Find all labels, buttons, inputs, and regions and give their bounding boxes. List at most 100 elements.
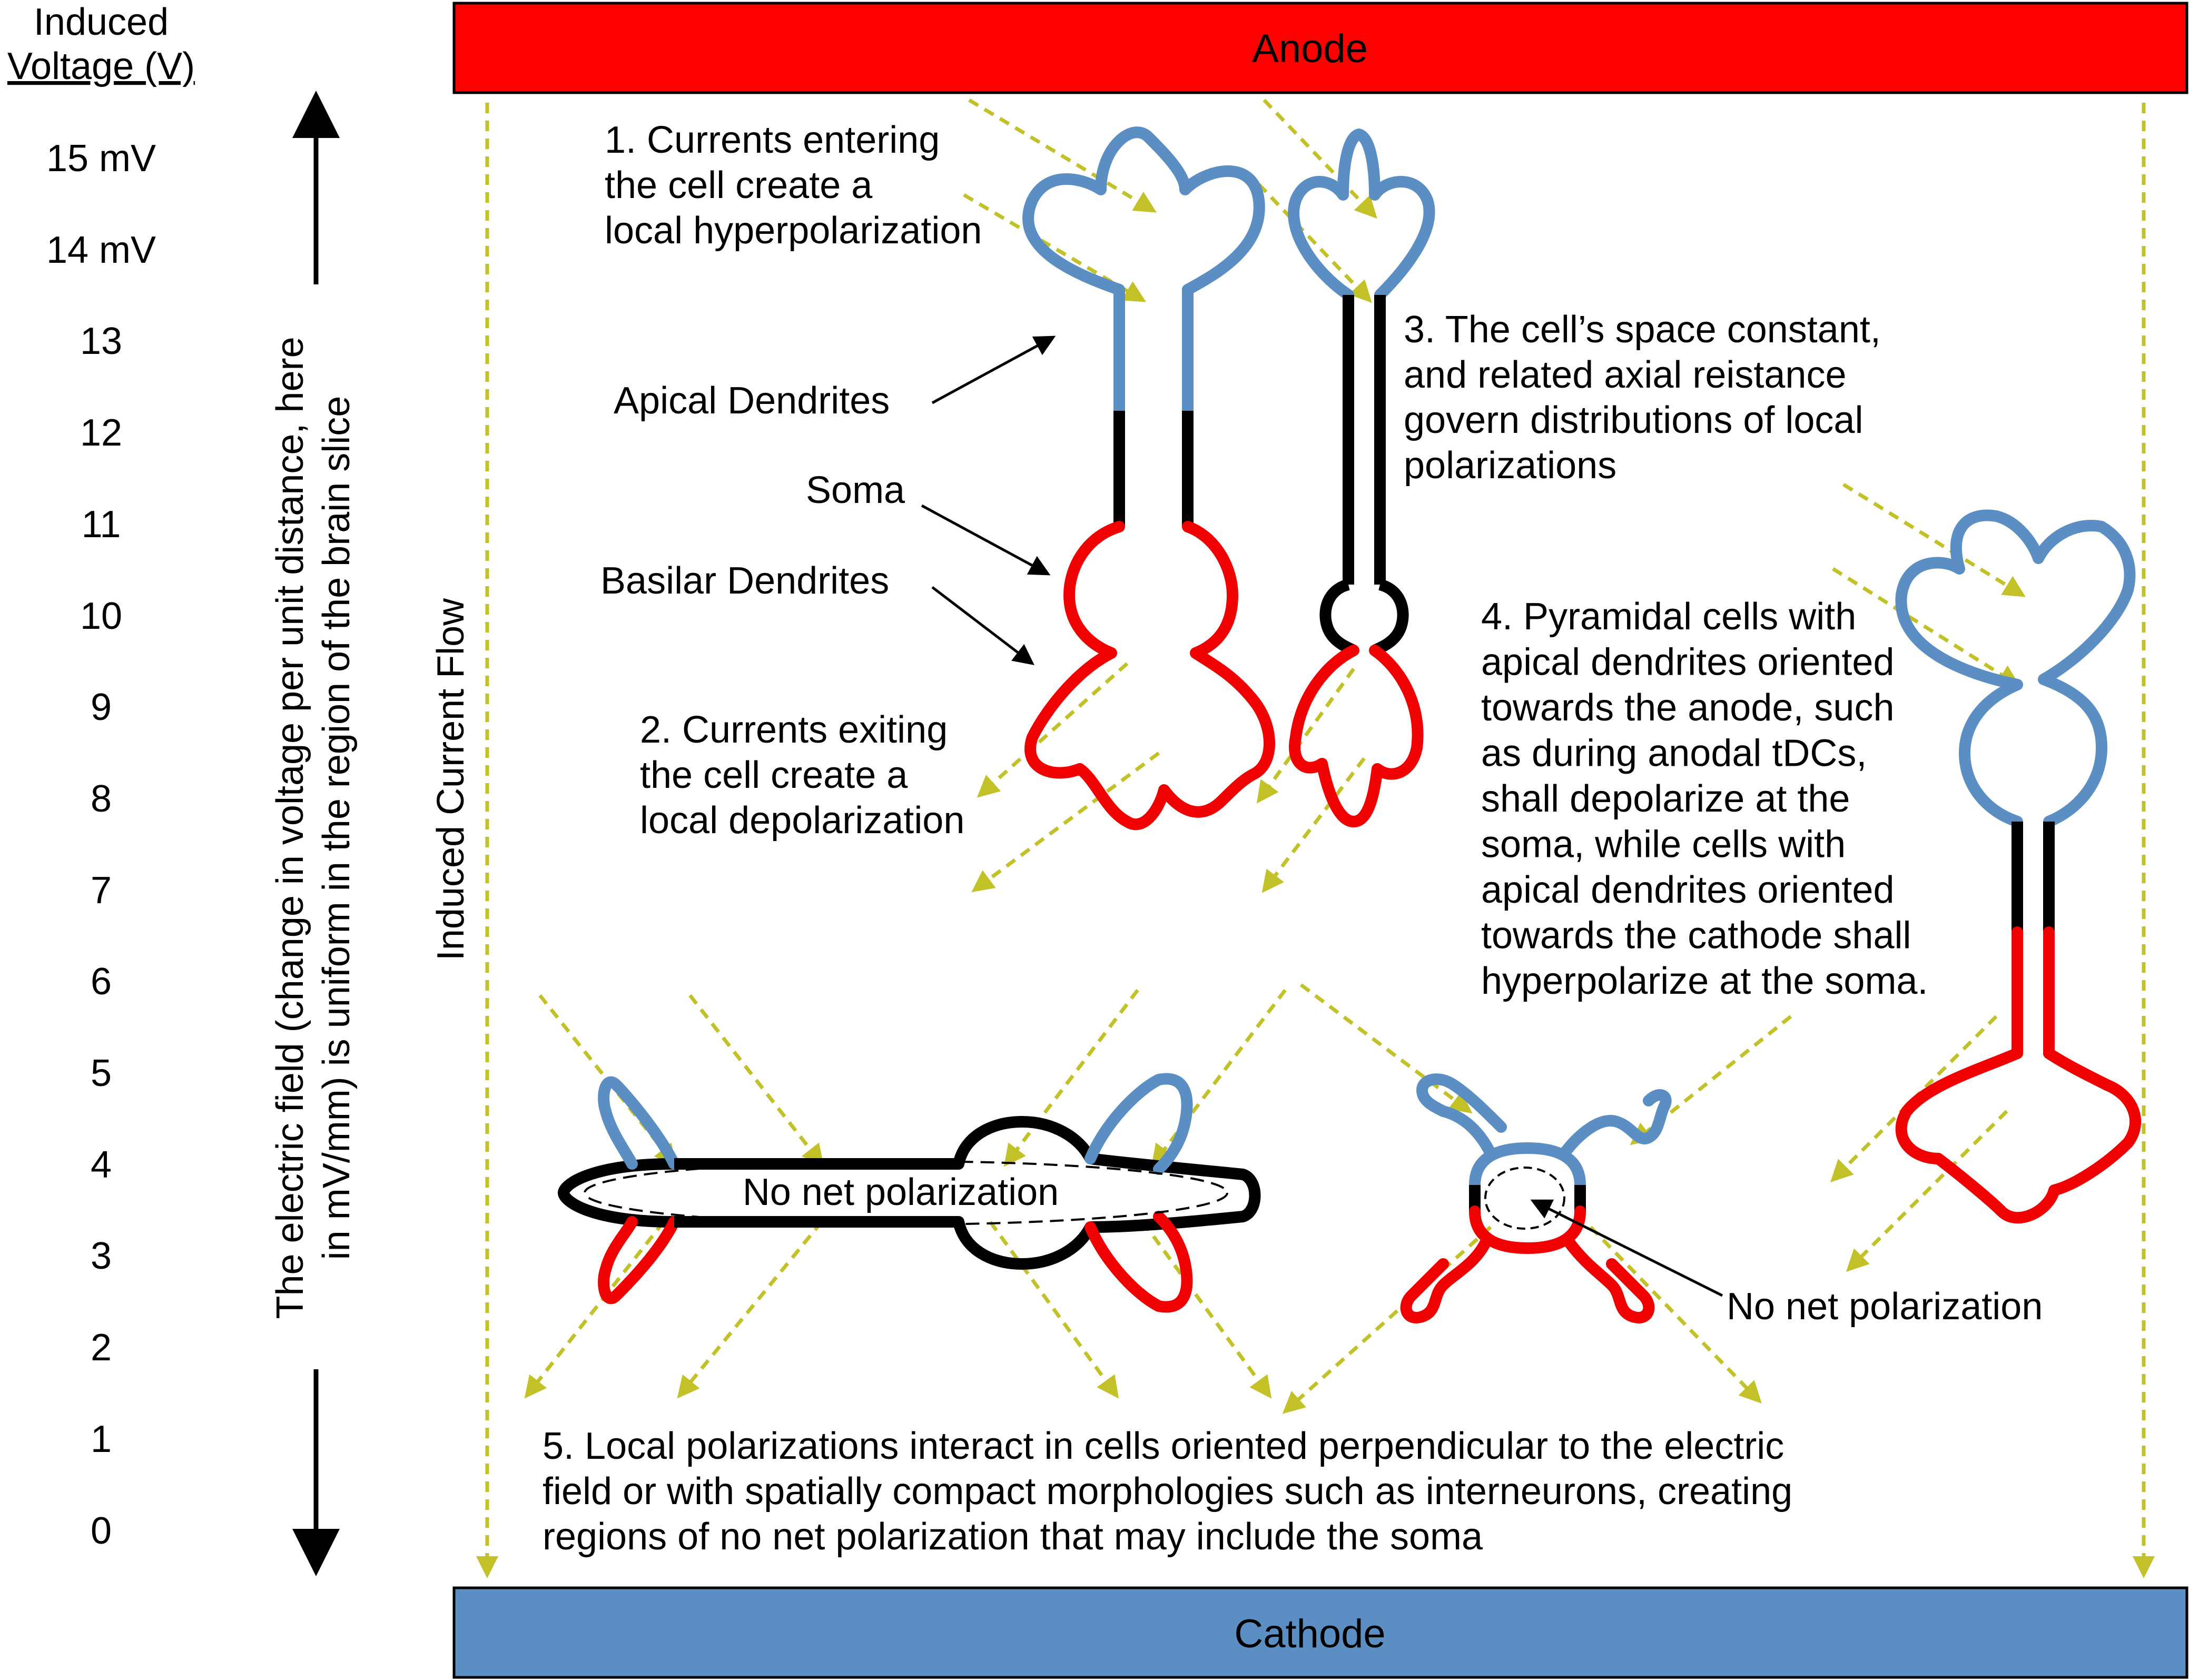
- voltage-tick-label: 1: [91, 1418, 112, 1460]
- pointer-soma: [921, 504, 1051, 576]
- small-soma: [1319, 579, 1409, 656]
- apical-dendrite-tuft: [1288, 129, 1435, 301]
- right-lower-dendrite: [1084, 1211, 1193, 1313]
- field-arrow: [524, 1220, 665, 1399]
- thin-shaft: [1343, 295, 1386, 585]
- note-line: 3. The cell’s space constant,: [1404, 309, 1881, 351]
- voltage-tick-label: 7: [91, 869, 112, 912]
- shaft-upper: [2011, 822, 2055, 932]
- note-4: 4. Pyramidal cells with apical dendrites …: [1481, 596, 1928, 1002]
- field-arrow: [989, 1220, 1119, 1399]
- soma-neck: [1113, 411, 1194, 527]
- voltage-tick-label: 12: [80, 412, 122, 454]
- pointer-basilar: [931, 586, 1034, 666]
- note-2: 2. Currents exiting the cell create a loca…: [640, 709, 964, 842]
- cathode-bar: Cathode: [452, 1586, 2188, 1679]
- note-line: 2. Currents exiting: [640, 709, 948, 751]
- left-lower-dendrite: [598, 1216, 680, 1305]
- shaft-lower: [2011, 926, 2055, 1059]
- interneuron-soma-bottom: [1469, 1205, 1586, 1254]
- pointer-apical: [931, 335, 1056, 404]
- anode-label: Anode: [1252, 26, 1368, 71]
- field-arrow: [971, 752, 1160, 893]
- axis-label-line1: The electric field (change in voltage pe…: [269, 337, 311, 1319]
- cathode-label: Cathode: [1234, 1612, 1385, 1656]
- voltage-tick-label: 14 mV: [46, 229, 156, 271]
- field-arrow: [1261, 757, 1366, 893]
- field-arrow: [1257, 183, 1372, 303]
- field-arrow: [1263, 98, 1377, 219]
- field-arrow: [1003, 989, 1139, 1167]
- pointer-no-net-2: [1530, 1199, 1723, 1297]
- left-dendrite-base: [558, 1158, 675, 1228]
- field-arrow: [977, 662, 1129, 798]
- note-line: local depolarization: [640, 799, 964, 842]
- anode-rect: [452, 2, 2188, 94]
- interneuron-dendrite-lr: [1564, 1237, 1655, 1323]
- note-line: the cell create a: [640, 754, 908, 796]
- voltage-tick-label: 15 mV: [46, 137, 156, 180]
- voltage-title-line2: Voltage (V): [7, 45, 195, 87]
- note-line: local hyperpolarization: [605, 210, 982, 252]
- note-line: apical dendrites oriented: [1481, 641, 1895, 684]
- note-line: 4. Pyramidal cells with: [1481, 596, 1856, 638]
- interneuron-dendrite-ur: [1559, 1089, 1672, 1159]
- voltage-tick-label: 10: [80, 595, 122, 637]
- inverted-tuft-and-soma: [1895, 509, 2136, 827]
- soma-and-basilar-dendrites: [1024, 521, 1275, 831]
- pyramidal-cell-2: [1288, 129, 1435, 827]
- note-line: hyperpolarize at the soma.: [1481, 960, 1928, 1002]
- note-line: towards the cathode shall: [1481, 915, 1911, 957]
- no-net-region-1: [584, 1160, 1228, 1226]
- note-1: 1. Currents entering the cell create a loc…: [605, 119, 982, 252]
- voltage-tick-label: 5: [91, 1052, 112, 1094]
- voltage-tick-label: 3: [91, 1235, 112, 1277]
- field-arrow: [1256, 667, 1355, 804]
- voltage-tick-label: 6: [91, 961, 112, 1003]
- note-line: 1. Currents entering: [605, 119, 940, 161]
- note-5: 5. Local polarizations interact in cells…: [543, 1425, 1792, 1558]
- voltage-tick-label: 11: [82, 503, 121, 546]
- horizontal-shaft-and-soma: [674, 1116, 1096, 1270]
- field-arrow: [968, 98, 1157, 213]
- right-dendrite-base: [1089, 1153, 1261, 1233]
- note-line: the cell create a: [605, 164, 873, 206]
- apical-dendrite-tuft: [1022, 126, 1265, 295]
- apical-dendrites-label: Apical Dendrites: [614, 380, 890, 422]
- field-arrow: [1282, 1226, 1492, 1414]
- note-line: polarizations: [1404, 444, 1616, 487]
- note-line: field or with spatially compact morpholo…: [543, 1470, 1792, 1513]
- field-arrow: [688, 994, 824, 1167]
- field-arrow: [1141, 1220, 1272, 1399]
- note-line: regions of no net polarization that may …: [543, 1516, 1483, 1558]
- apical-dendrite-shaft: [1113, 284, 1194, 417]
- horizontal-cell: No net polarization: [558, 1073, 1261, 1313]
- note-3: 3. The cell’s space constant, and related…: [1404, 309, 1881, 487]
- anode-bar: Anode: [452, 2, 2188, 94]
- interneuron: [1400, 1073, 1672, 1323]
- basilar-dendrites-label: Basilar Dendrites: [600, 560, 889, 602]
- cathode-rect: [452, 1586, 2188, 1679]
- field-arrow: [677, 1220, 823, 1399]
- basilar-dendrites: [1289, 645, 1424, 827]
- no-net-region-2: [1484, 1167, 1565, 1230]
- voltage-title-line1: Induced: [34, 1, 169, 43]
- interneuron-dendrite-ll: [1400, 1237, 1491, 1323]
- interneuron-soma-top: [1469, 1142, 1586, 1191]
- note-line: as during anodal tDCs,: [1481, 733, 1867, 775]
- note-line: apical dendrites oriented: [1481, 869, 1895, 911]
- right-upper-dendrite: [1084, 1073, 1193, 1175]
- note-line: soma, while cells with: [1481, 824, 1846, 866]
- voltage-tick-label: 9: [91, 686, 112, 728]
- field-arrow: [1842, 483, 2026, 597]
- voltage-tick-label: 8: [91, 778, 112, 820]
- field-arrows: [476, 98, 2155, 1578]
- voltage-tick-label: 2: [91, 1327, 112, 1369]
- field-arrow: [1832, 567, 2020, 687]
- interneuron-dendrite-ul: [1416, 1073, 1507, 1159]
- soma-label: Soma: [806, 469, 905, 511]
- field-arrow: [1846, 1110, 2008, 1272]
